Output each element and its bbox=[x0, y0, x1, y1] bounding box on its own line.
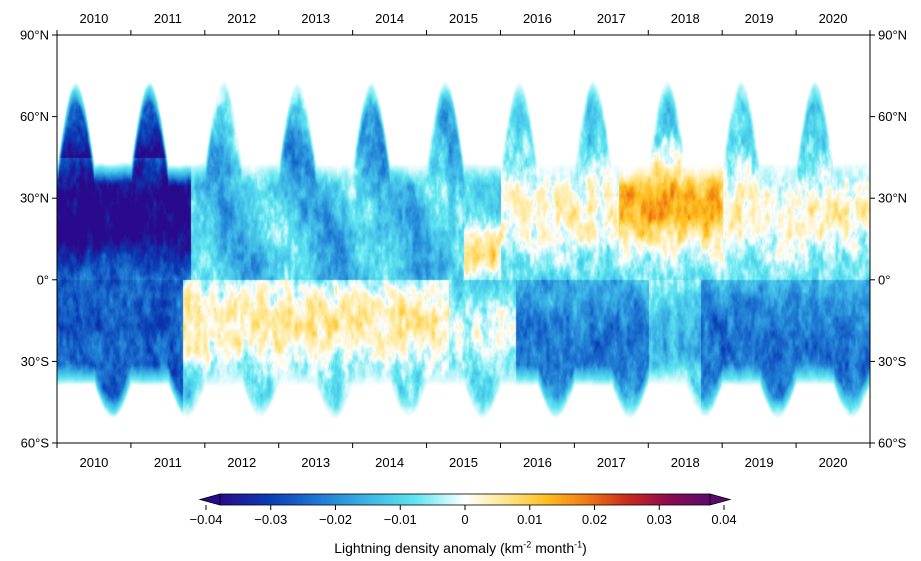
y-tick-label-right: 60°N bbox=[878, 109, 907, 124]
x-tick-label-top: 2015 bbox=[449, 11, 478, 26]
y-tick-label-right: 60°S bbox=[878, 436, 907, 451]
anomaly-heatmap bbox=[57, 35, 870, 443]
x-tick-label-bottom: 2019 bbox=[745, 455, 774, 470]
colorbar-gradient bbox=[219, 493, 711, 506]
y-tick-label-left: 90°N bbox=[20, 28, 49, 43]
x-tick-label-top: 2018 bbox=[671, 11, 700, 26]
x-tick-label-top: 2014 bbox=[375, 11, 404, 26]
y-tick-label-right: 90°N bbox=[878, 28, 907, 43]
y-tick-label-left: 60°S bbox=[21, 436, 50, 451]
x-tick-label-top: 2011 bbox=[154, 11, 182, 26]
x-tick-label-bottom: 2010 bbox=[79, 455, 108, 470]
y-tick-label-left: 0° bbox=[37, 272, 49, 287]
colorbar-tick-label: −0.03 bbox=[254, 512, 287, 527]
y-tick-label-left: 60°N bbox=[20, 109, 49, 124]
x-tick-label-top: 2012 bbox=[227, 11, 256, 26]
x-tick-label-top: 2010 bbox=[79, 11, 108, 26]
colorbar-tick-label: 0.02 bbox=[582, 512, 607, 527]
colorbar-max-arrow bbox=[709, 493, 732, 506]
x-tick-label-bottom: 2015 bbox=[449, 455, 478, 470]
colorbar-tick-label: 0.04 bbox=[711, 512, 736, 527]
x-tick-label-bottom: 2014 bbox=[375, 455, 404, 470]
x-tick-label-top: 2019 bbox=[745, 11, 774, 26]
colorbar-tick-label: −0.04 bbox=[190, 512, 223, 527]
x-tick-label-bottom: 2020 bbox=[819, 455, 848, 470]
y-tick-label-left: 30°N bbox=[20, 191, 49, 206]
colorbar-tick-label: 0.03 bbox=[647, 512, 672, 527]
x-tick-label-bottom: 2018 bbox=[671, 455, 700, 470]
x-tick-label-bottom: 2017 bbox=[597, 455, 626, 470]
colorbar-min-arrow bbox=[198, 493, 221, 506]
x-tick-label-top: 2013 bbox=[301, 11, 330, 26]
y-tick-label-right: 30°N bbox=[878, 191, 907, 206]
colorbar-tick-label: −0.01 bbox=[384, 512, 417, 527]
y-tick-label-right: 30°S bbox=[878, 354, 907, 369]
x-tick-label-bottom: 2012 bbox=[227, 455, 256, 470]
colorbar-tick-label: −0.02 bbox=[319, 512, 352, 527]
x-tick-label-top: 2016 bbox=[523, 11, 552, 26]
y-tick-label-left: 30°S bbox=[21, 354, 50, 369]
x-tick-label-bottom: 2013 bbox=[301, 455, 330, 470]
colorbar-tick-label: 0.01 bbox=[517, 512, 542, 527]
x-tick-label-top: 2017 bbox=[597, 11, 626, 26]
colorbar-tick-label: 0 bbox=[461, 512, 468, 527]
x-tick-label-top: 2020 bbox=[819, 11, 848, 26]
colorbar-label: Lightning density anomaly (km-2 month-1) bbox=[334, 539, 587, 556]
y-tick-label-right: 0° bbox=[878, 272, 890, 287]
x-tick-label-bottom: 2016 bbox=[523, 455, 552, 470]
colorbar: −0.04 −0.03 −0.02 −0.01 0 0.01 0.02 0.03 0.04 bbox=[190, 493, 737, 527]
x-tick-label-bottom: 2011 bbox=[154, 455, 182, 470]
